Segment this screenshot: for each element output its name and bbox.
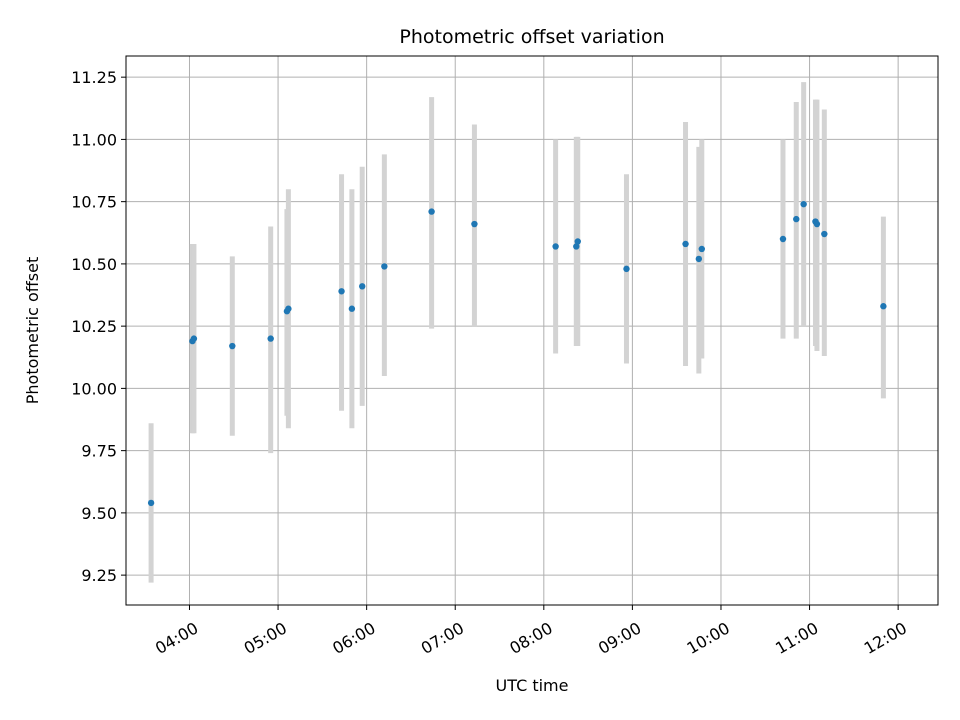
y-tick-label: 10.25 — [71, 317, 117, 336]
data-point — [190, 335, 198, 342]
data-point — [359, 283, 366, 290]
y-tick-label: 9.50 — [81, 504, 117, 523]
data-point — [471, 220, 478, 228]
y-tick-label: 9.75 — [81, 442, 117, 461]
grid — [126, 56, 938, 605]
y-axis-label: Photometric offset — [23, 257, 42, 405]
x-axis-label: UTC time — [496, 676, 569, 695]
data-point — [813, 220, 821, 228]
data-point — [147, 499, 155, 507]
data-point — [552, 243, 559, 250]
data-point — [623, 265, 630, 273]
data-point — [338, 288, 345, 295]
y-tick-label: 11.25 — [71, 68, 117, 87]
data-point — [821, 230, 828, 238]
data-point — [695, 255, 703, 263]
data-point — [682, 240, 689, 248]
data-point — [880, 303, 887, 310]
data-point — [285, 305, 292, 312]
data-point — [574, 238, 581, 245]
data-point — [428, 208, 435, 215]
data-point — [800, 200, 807, 208]
data-point — [698, 245, 705, 253]
y-tick-label: 10.00 — [71, 379, 117, 398]
y-tick-label: 10.75 — [71, 193, 117, 212]
data-point — [348, 305, 356, 312]
y-tick-label: 9.25 — [81, 566, 117, 585]
data-point — [573, 243, 580, 250]
data-point — [229, 342, 236, 350]
chart-title: Photometric offset variation — [399, 26, 664, 48]
data-point — [779, 235, 787, 243]
data-point — [267, 335, 274, 342]
data-points — [147, 200, 887, 507]
plot-frame — [125, 55, 939, 606]
y-tick-label: 11.00 — [71, 130, 117, 149]
y-tick-label: 10.50 — [71, 255, 117, 274]
data-point — [793, 215, 800, 223]
data-point — [381, 263, 388, 270]
